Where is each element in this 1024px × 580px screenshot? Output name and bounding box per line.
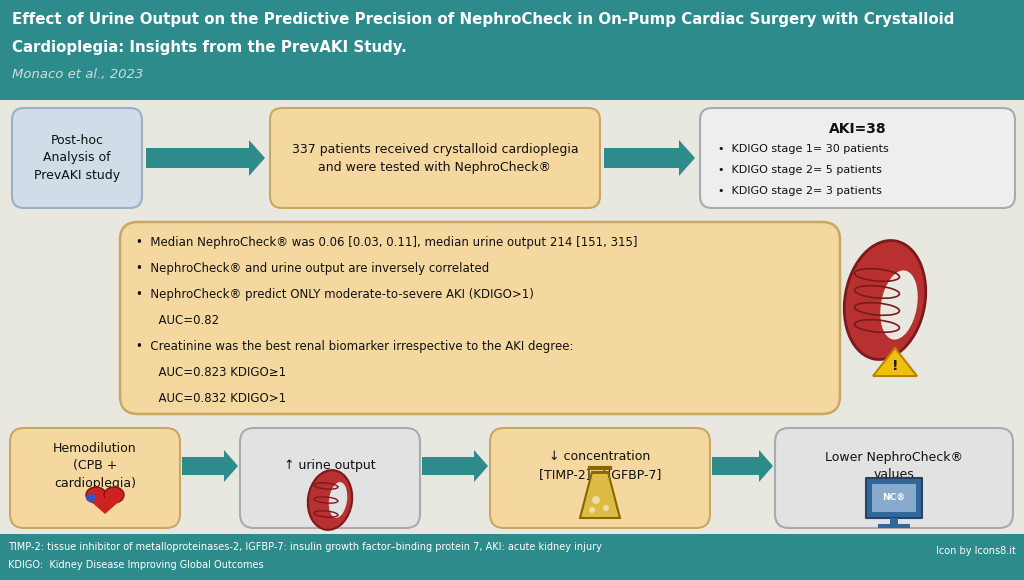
FancyBboxPatch shape	[12, 108, 142, 208]
Text: •  NephroCheck® and urine output are inversely correlated: • NephroCheck® and urine output are inve…	[136, 262, 489, 275]
Text: ↑ urine output: ↑ urine output	[285, 459, 376, 473]
Bar	[604, 148, 679, 168]
Bar	[872, 484, 916, 512]
Text: Monaco et al., 2023: Monaco et al., 2023	[12, 68, 143, 81]
Bar	[866, 478, 922, 518]
Bar	[0, 0, 1024, 100]
FancyBboxPatch shape	[490, 428, 710, 528]
Bar	[422, 457, 474, 475]
Ellipse shape	[104, 487, 124, 503]
Bar	[182, 457, 224, 475]
Polygon shape	[873, 348, 918, 376]
Text: NC®: NC®	[883, 492, 905, 502]
Text: KDIGO:  Kidney Disease Improving Global Outcomes: KDIGO: Kidney Disease Improving Global O…	[8, 560, 263, 570]
Polygon shape	[759, 450, 773, 482]
Polygon shape	[249, 140, 265, 176]
Polygon shape	[474, 450, 488, 482]
Text: Icon by Icons8.it: Icon by Icons8.it	[936, 546, 1016, 556]
Ellipse shape	[589, 507, 595, 513]
Text: •  KDIGO stage 1= 30 patients: • KDIGO stage 1= 30 patients	[718, 144, 889, 154]
Polygon shape	[224, 450, 238, 482]
FancyBboxPatch shape	[240, 428, 420, 528]
Text: Effect of Urine Output on the Predictive Precision of NephroCheck in On-Pump Car: Effect of Urine Output on the Predictive…	[12, 12, 954, 27]
Bar	[146, 148, 249, 168]
Text: •  Median NephroCheck® was 0.06 [0.03, 0.11], median urine output 214 [151, 315]: • Median NephroCheck® was 0.06 [0.03, 0.…	[136, 236, 638, 249]
Text: TIMP-2: tissue inhibitor of metalloproteinases-2, IGFBP-7: insulin growth factor: TIMP-2: tissue inhibitor of metalloprote…	[8, 542, 602, 552]
Polygon shape	[679, 140, 695, 176]
Text: Cardioplegia: Insights from the PrevAKI Study.: Cardioplegia: Insights from the PrevAKI …	[12, 40, 407, 55]
Ellipse shape	[844, 241, 926, 360]
Polygon shape	[580, 472, 620, 518]
FancyBboxPatch shape	[120, 222, 840, 414]
Text: 337 patients received crystalloid cardioplegia
and were tested with NephroCheck®: 337 patients received crystalloid cardio…	[292, 143, 579, 173]
Bar	[0, 534, 1024, 580]
Text: •  KDIGO stage 2= 5 patients: • KDIGO stage 2= 5 patients	[718, 165, 882, 175]
Text: ↓ concentration
[TIMP-2] · [IGFBP-7]: ↓ concentration [TIMP-2] · [IGFBP-7]	[539, 451, 662, 481]
Bar	[712, 457, 759, 475]
Text: AUC=0.832 KDIGO>1: AUC=0.832 KDIGO>1	[136, 392, 286, 405]
Ellipse shape	[603, 505, 609, 511]
Polygon shape	[87, 498, 123, 514]
Ellipse shape	[86, 487, 106, 503]
Text: Lower NephroCheck®
values: Lower NephroCheck® values	[825, 451, 963, 481]
Text: AUC=0.82: AUC=0.82	[136, 314, 219, 327]
Text: AKI=38: AKI=38	[828, 122, 887, 136]
Text: AUC=0.823 KDIGO≥1: AUC=0.823 KDIGO≥1	[136, 366, 286, 379]
Ellipse shape	[592, 496, 600, 504]
Text: Post-hoc
Analysis of
PrevAKI study: Post-hoc Analysis of PrevAKI study	[34, 133, 120, 183]
Ellipse shape	[308, 470, 352, 530]
FancyBboxPatch shape	[775, 428, 1013, 528]
Bar	[890, 518, 898, 526]
Bar	[878, 524, 910, 528]
FancyBboxPatch shape	[270, 108, 600, 208]
Text: •  KDIGO stage 2= 3 patients: • KDIGO stage 2= 3 patients	[718, 186, 882, 196]
FancyBboxPatch shape	[10, 428, 180, 528]
Text: Hemodilution
(CPB +
cardioplegia): Hemodilution (CPB + cardioplegia)	[53, 441, 137, 491]
FancyBboxPatch shape	[700, 108, 1015, 208]
Ellipse shape	[881, 270, 918, 340]
Text: !: !	[892, 359, 898, 373]
Text: •  Creatinine was the best renal biomarker irrespective to the AKI degree:: • Creatinine was the best renal biomarke…	[136, 340, 573, 353]
Ellipse shape	[86, 494, 96, 502]
Text: •  NephroCheck® predict ONLY moderate-to-severe AKI (KDIGO>1): • NephroCheck® predict ONLY moderate-to-…	[136, 288, 534, 301]
Ellipse shape	[329, 482, 347, 518]
